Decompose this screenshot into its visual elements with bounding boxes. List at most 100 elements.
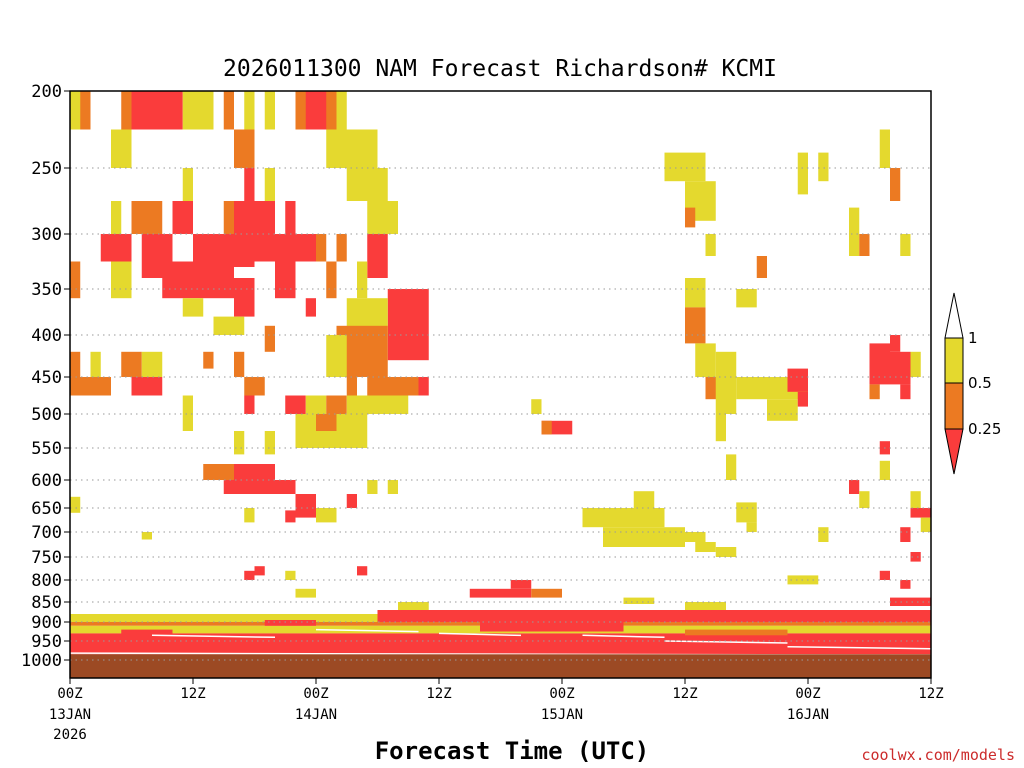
white-streak (438, 632, 522, 637)
x-tick-time: 00Z (57, 686, 82, 702)
heatmap-cell (326, 395, 347, 414)
heatmap-cell (910, 508, 931, 518)
heatmap-cell (900, 234, 911, 256)
heatmap-cell (541, 420, 552, 435)
heatmap-cell (869, 384, 880, 400)
x-tick-year: 2026 (53, 727, 87, 743)
heatmap-cell (849, 234, 860, 256)
heatmap-cell (234, 129, 255, 168)
heatmap-cell (859, 491, 870, 508)
x-tick-date: 13JAN (49, 707, 91, 723)
heatmap-cell (326, 261, 337, 299)
colorbar: 1 0.5 0.25 (944, 292, 1001, 475)
heatmap-cell (767, 399, 798, 421)
heatmap-cell (234, 351, 245, 377)
heatmap-cell (121, 629, 173, 636)
heatmap-cell (254, 234, 316, 262)
x-tick-time: 12Z (180, 686, 205, 702)
heatmap-cell (131, 377, 163, 396)
x-tick-date: 16JAN (787, 707, 829, 723)
x-tick-date: 15JAN (541, 707, 583, 723)
heatmap-cell (367, 377, 419, 396)
heatmap-cell (305, 298, 316, 317)
heatmap-cell (685, 629, 788, 636)
heatmap-cell (264, 325, 275, 352)
heatmap-cell (910, 351, 921, 377)
heatmap-cell (223, 480, 296, 494)
y-tick-label: 900 (31, 613, 62, 633)
heatmap-cell (264, 168, 275, 201)
white-streak (582, 634, 665, 639)
heatmap-cell (254, 566, 265, 576)
heatmap-cell (295, 494, 316, 508)
heatmap-cell (336, 91, 347, 130)
heatmap-cell (70, 496, 81, 513)
heatmap-cell (90, 351, 101, 377)
heatmap-cell (797, 152, 808, 195)
colorbar-label: 0.25 (968, 420, 1001, 438)
heatmap-cell (162, 261, 193, 299)
y-tick-label: 450 (31, 368, 62, 388)
white-streak (664, 640, 788, 644)
heatmap-cell (295, 588, 316, 598)
heatmap-cell (890, 335, 901, 352)
heatmap-cell (910, 552, 921, 562)
heatmap-cell (377, 610, 931, 622)
heatmap-cell (900, 384, 911, 400)
heatmap-cell (531, 399, 542, 414)
heatmap-cell (346, 168, 388, 201)
heatmap-cell (234, 464, 275, 480)
heatmap-cell (70, 351, 81, 377)
heatmap-cell (685, 207, 696, 228)
heatmap-cell (295, 508, 316, 518)
colorbar-segment (944, 337, 964, 384)
heatmap-cell (387, 289, 429, 361)
heatmap-cell (797, 391, 808, 407)
heatmap-cell (685, 278, 706, 308)
heatmap-cell (685, 602, 726, 610)
heatmap-cell (285, 201, 296, 234)
x-tick-time: 00Z (549, 686, 574, 702)
heatmap-cell (111, 129, 132, 168)
heatmap-cell (900, 580, 911, 589)
heatmap-cell (203, 464, 234, 480)
y-tick-label: 200 (31, 82, 62, 102)
x-tick-time: 12Z (672, 686, 697, 702)
heatmap-cell (182, 298, 204, 317)
heatmap-cell (213, 316, 245, 335)
heatmap-cell (182, 91, 214, 130)
heatmap-cell (367, 480, 378, 494)
heatmap-cell (367, 234, 388, 278)
heatmap-cell (111, 201, 122, 234)
white-streak (151, 634, 276, 639)
heatmap-cell (305, 395, 327, 414)
heatmap-cell (367, 201, 398, 234)
colorbar-segment-top (944, 292, 964, 339)
heatmap-cell (849, 480, 860, 494)
heatmap-cell (131, 91, 183, 130)
x-tick-time: 12Z (426, 686, 451, 702)
heatmap-cell (193, 234, 255, 267)
heatmap-cell (346, 377, 357, 396)
heatmap-cell (890, 597, 931, 606)
heatmap-cell (398, 602, 429, 610)
heatmap-cell (510, 580, 532, 589)
heatmap-cell (920, 517, 931, 532)
y-tick-label: 650 (31, 499, 62, 519)
heatmap-cell (480, 620, 624, 632)
colorbar-label: 0.5 (968, 374, 992, 392)
x-axis-label: Forecast Time (UTC) (375, 737, 650, 765)
gridlines (70, 167, 931, 661)
heatmap-cell (336, 234, 347, 262)
heatmap-cell (234, 431, 245, 455)
heatmap-cell (715, 547, 737, 557)
x-tick-time: 00Z (303, 686, 328, 702)
heatmap-cell (705, 234, 716, 256)
heatmap-cell (223, 201, 234, 234)
heatmap-cell (121, 91, 132, 130)
heatmap-cell (70, 633, 931, 655)
heatmap-cell (879, 570, 890, 580)
heatmap-cell (234, 278, 255, 317)
x-tick-time: 12Z (918, 686, 943, 702)
heatmap-cell (582, 508, 665, 528)
